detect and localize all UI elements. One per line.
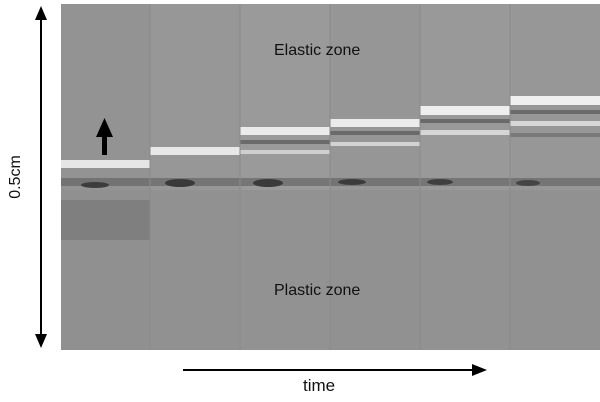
layer-dark-5 <box>420 119 510 123</box>
scale-bar <box>35 6 47 348</box>
time-strips <box>61 4 600 350</box>
layer-dark-6 <box>510 110 600 114</box>
reflector-spot-2 <box>165 179 195 187</box>
layer-light-3 <box>240 150 330 154</box>
interface-band-1 <box>61 160 150 168</box>
reflector-spot-6 <box>516 180 540 186</box>
time-arrow <box>183 364 487 376</box>
elastic-zone-label: Elastic zone <box>274 42 361 59</box>
interface-band-4 <box>330 119 420 127</box>
reflector-spot-4 <box>338 179 366 185</box>
time-axis-label: time <box>303 376 336 395</box>
reflector-spot-5 <box>427 179 453 185</box>
layer-light-5 <box>420 130 510 135</box>
up-arrow-icon <box>96 118 113 155</box>
interface-band-5 <box>420 106 510 115</box>
layer-light-6 <box>510 121 600 126</box>
layer-dark-4 <box>330 131 420 135</box>
reflector-spot-1 <box>81 182 109 188</box>
interface-band-2 <box>150 147 240 155</box>
scale-label: 0.5cm <box>7 155 24 199</box>
layer-dark-3 <box>240 140 330 144</box>
layer-dark-6b <box>510 133 600 137</box>
interface-band-6 <box>510 96 600 105</box>
reflector-spot-3 <box>253 179 283 187</box>
plastic-zone-label: Plastic zone <box>274 282 361 299</box>
layer-light-4 <box>330 142 420 146</box>
interface-band-3 <box>240 127 330 135</box>
dark-band-left <box>61 200 150 240</box>
